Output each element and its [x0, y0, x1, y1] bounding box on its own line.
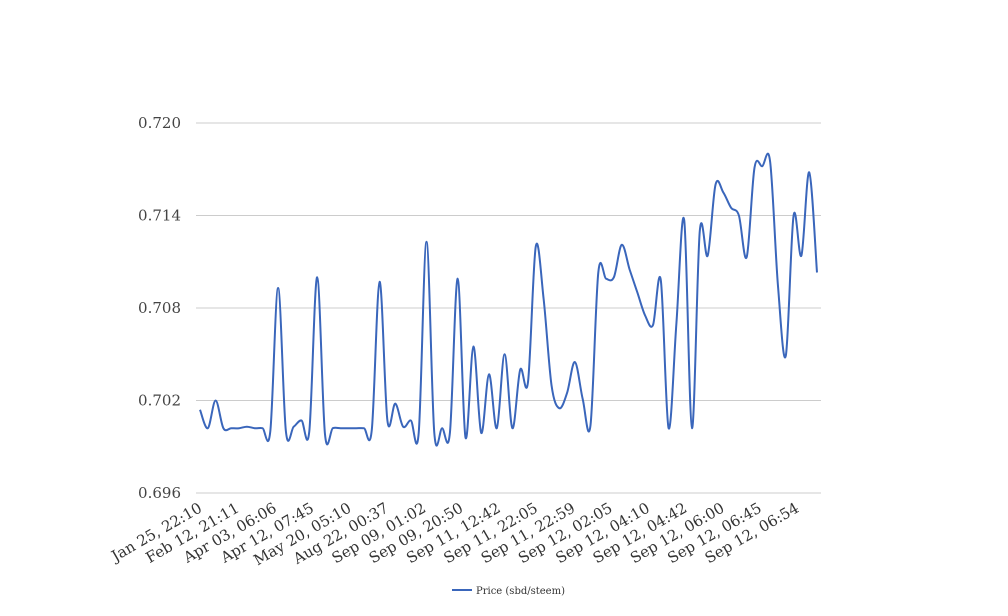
- y-tick-label: 0.720: [138, 114, 181, 132]
- gridlines: [196, 122, 821, 494]
- y-tick-label: 0.714: [138, 207, 181, 225]
- legend: Price (sbd/steem): [452, 586, 565, 597]
- y-tick-label: 0.696: [138, 484, 181, 502]
- y-axis-ticks: 0.720 0.714 0.708 0.702 0.696: [138, 114, 181, 502]
- series-line: [199, 152, 818, 447]
- legend-label: Price (sbd/steem): [476, 586, 565, 597]
- y-tick-label: 0.702: [138, 392, 181, 410]
- series-layer: [199, 152, 818, 447]
- y-tick-label: 0.708: [138, 299, 181, 317]
